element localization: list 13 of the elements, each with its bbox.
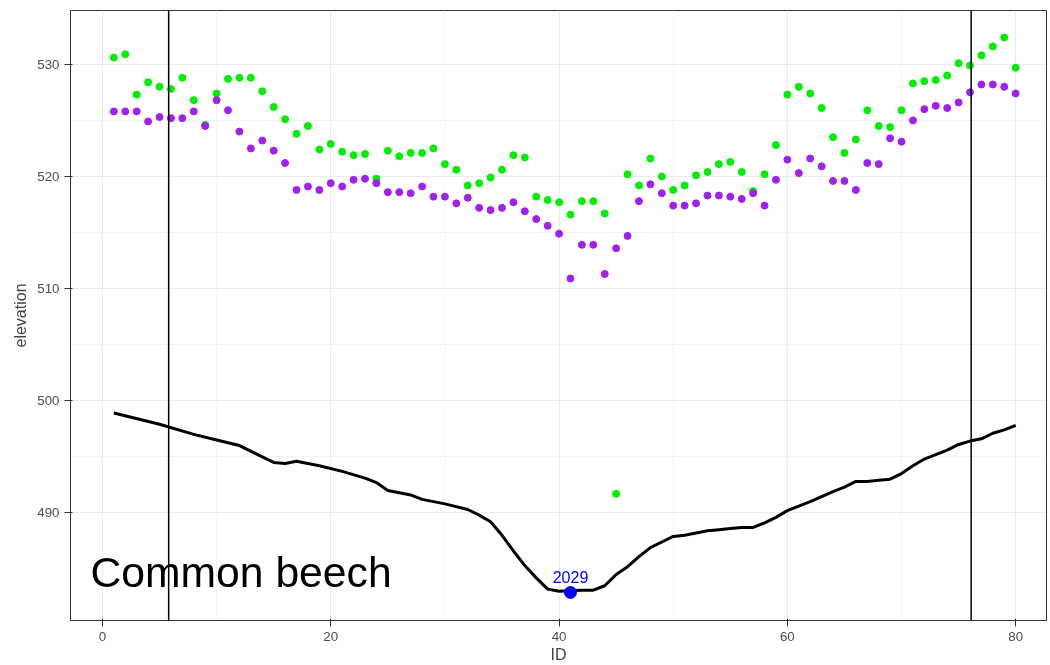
x-tick-label: 0 [98,628,107,644]
y-tick-label: 510 [37,281,60,297]
y-tick-label: 490 [37,505,60,521]
x-tick-label: 60 [779,628,795,644]
x-tick-label: 20 [323,628,339,644]
x-tick-label: 80 [1008,628,1024,644]
y-axis-title: elevation [12,283,30,348]
y-tick-label: 520 [37,168,60,184]
x-axis-title: ID [550,645,567,663]
y-tick-label: 500 [37,393,60,409]
y-tick-label: 530 [37,56,60,72]
annotation: 2029 [552,569,589,587]
x-tick-label: 40 [551,628,567,644]
